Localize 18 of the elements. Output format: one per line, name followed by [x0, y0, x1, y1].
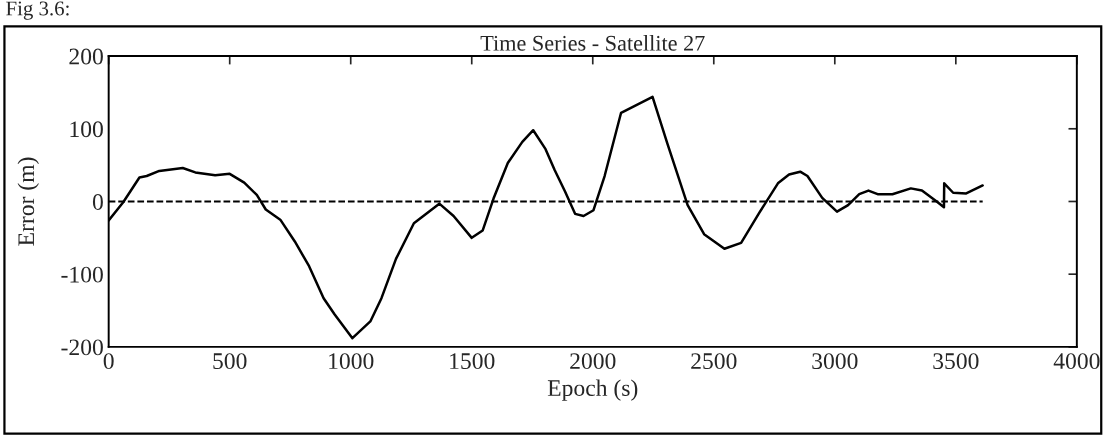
x-tick-label: 3000 [812, 353, 858, 370]
y-tick-label: 200 [69, 48, 103, 65]
x-tick-label: 0 [103, 353, 114, 370]
y-tick-label: -100 [61, 266, 103, 283]
x-tick-label: 1000 [329, 353, 374, 370]
caption: Fig 3.6: [6, 1, 69, 20]
y-tick-label: -200 [61, 339, 103, 356]
x-tick-label: 500 [213, 353, 247, 370]
x-tick-label: 1500 [450, 353, 495, 370]
y-tick-label: 100 [70, 121, 103, 138]
chart-title: Time Series - Satellite 27 [480, 35, 705, 51]
y-tick-label: 0 [92, 193, 103, 210]
x-tick-label: 2500 [691, 353, 737, 370]
x-tick-label: 4000 [1053, 353, 1100, 370]
y-axis-title: Error (m) [17, 157, 39, 246]
x-axis-title: Epoch (s) [547, 379, 638, 401]
x-tick-label: 2000 [570, 353, 616, 370]
x-tick-label: 3500 [933, 353, 979, 370]
